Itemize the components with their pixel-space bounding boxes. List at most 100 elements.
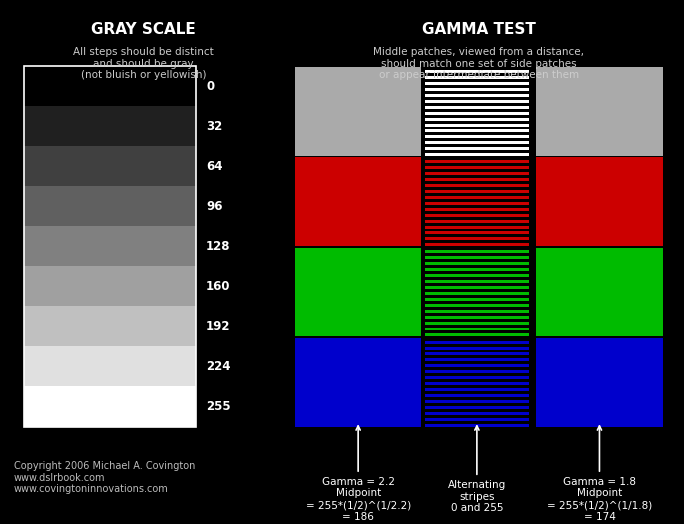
Bar (425, 91, 529, 94)
Bar (425, 367, 529, 370)
Bar (425, 192, 529, 196)
Bar (425, 160, 529, 163)
Bar (425, 327, 529, 331)
Bar (425, 390, 529, 394)
Bar (425, 315, 529, 319)
Bar (425, 108, 529, 112)
Bar (425, 408, 529, 412)
Bar (425, 333, 529, 336)
Bar (425, 147, 529, 150)
Bar (295, 67, 421, 156)
Bar (425, 274, 529, 277)
Bar (425, 243, 529, 246)
Bar (425, 388, 529, 391)
Bar (425, 420, 529, 423)
Bar (425, 237, 529, 241)
Bar (425, 240, 529, 243)
Bar (425, 153, 529, 156)
Bar (24, 266, 196, 307)
Bar (425, 135, 529, 138)
Bar (425, 70, 529, 73)
Bar (425, 222, 529, 225)
Bar (425, 114, 529, 118)
Text: 224: 224 (206, 360, 231, 373)
Bar (425, 187, 529, 190)
Bar (295, 157, 421, 246)
Bar (425, 402, 529, 406)
Bar (425, 399, 529, 403)
Bar (425, 141, 529, 144)
Bar (425, 250, 529, 254)
Bar (425, 277, 529, 280)
Bar (24, 226, 196, 266)
Text: 0: 0 (206, 80, 214, 93)
Bar (425, 93, 529, 97)
Text: Middle patches, viewed from a distance,
should match one set of side patches
or : Middle patches, viewed from a distance, … (373, 47, 584, 80)
Bar (425, 324, 529, 328)
Bar (425, 303, 529, 307)
Bar (425, 376, 529, 379)
Text: 160: 160 (206, 280, 231, 293)
Bar (536, 337, 663, 427)
Bar (425, 183, 529, 187)
Bar (425, 157, 529, 160)
Bar (425, 76, 529, 79)
Bar (24, 307, 196, 346)
Bar (425, 195, 529, 199)
Bar (425, 225, 529, 228)
Bar (425, 286, 529, 289)
Bar (425, 300, 529, 304)
Bar (425, 117, 529, 121)
Bar (425, 381, 529, 385)
Bar (425, 312, 529, 315)
Bar (425, 216, 529, 220)
Bar (425, 204, 529, 208)
Bar (425, 178, 529, 181)
Bar (425, 132, 529, 135)
Bar (425, 120, 529, 124)
Bar (425, 166, 529, 169)
Bar (425, 85, 529, 88)
Bar (425, 294, 529, 298)
Text: 255: 255 (206, 400, 231, 413)
Text: 64: 64 (206, 160, 222, 173)
Bar (425, 96, 529, 100)
Bar (425, 406, 529, 409)
Text: 32: 32 (206, 119, 222, 133)
Bar (425, 172, 529, 175)
Bar (425, 414, 529, 418)
Bar (425, 385, 529, 388)
Bar (425, 219, 529, 223)
Bar (425, 355, 529, 358)
Bar (425, 79, 529, 82)
Bar (425, 379, 529, 382)
Bar (425, 67, 529, 70)
Bar (425, 265, 529, 268)
Bar (295, 337, 421, 427)
Bar (425, 282, 529, 286)
Text: 192: 192 (206, 320, 231, 333)
Bar (425, 423, 529, 427)
Bar (425, 291, 529, 295)
Bar (536, 157, 663, 246)
Bar (425, 213, 529, 216)
Bar (425, 411, 529, 414)
Text: GRAY SCALE: GRAY SCALE (91, 22, 196, 37)
Bar (425, 169, 529, 172)
Bar (425, 256, 529, 259)
Bar (425, 73, 529, 76)
Text: Alternating
stripes
0 and 255: Alternating stripes 0 and 255 (448, 426, 506, 513)
Bar (425, 259, 529, 263)
Bar (425, 309, 529, 313)
Bar (536, 247, 663, 336)
Bar (425, 208, 529, 211)
Bar (425, 346, 529, 350)
Bar (425, 298, 529, 301)
Bar (425, 394, 529, 397)
Bar (425, 210, 529, 214)
Bar (425, 370, 529, 373)
Bar (425, 397, 529, 400)
Bar (295, 247, 421, 336)
Bar (425, 330, 529, 333)
Bar (425, 123, 529, 126)
